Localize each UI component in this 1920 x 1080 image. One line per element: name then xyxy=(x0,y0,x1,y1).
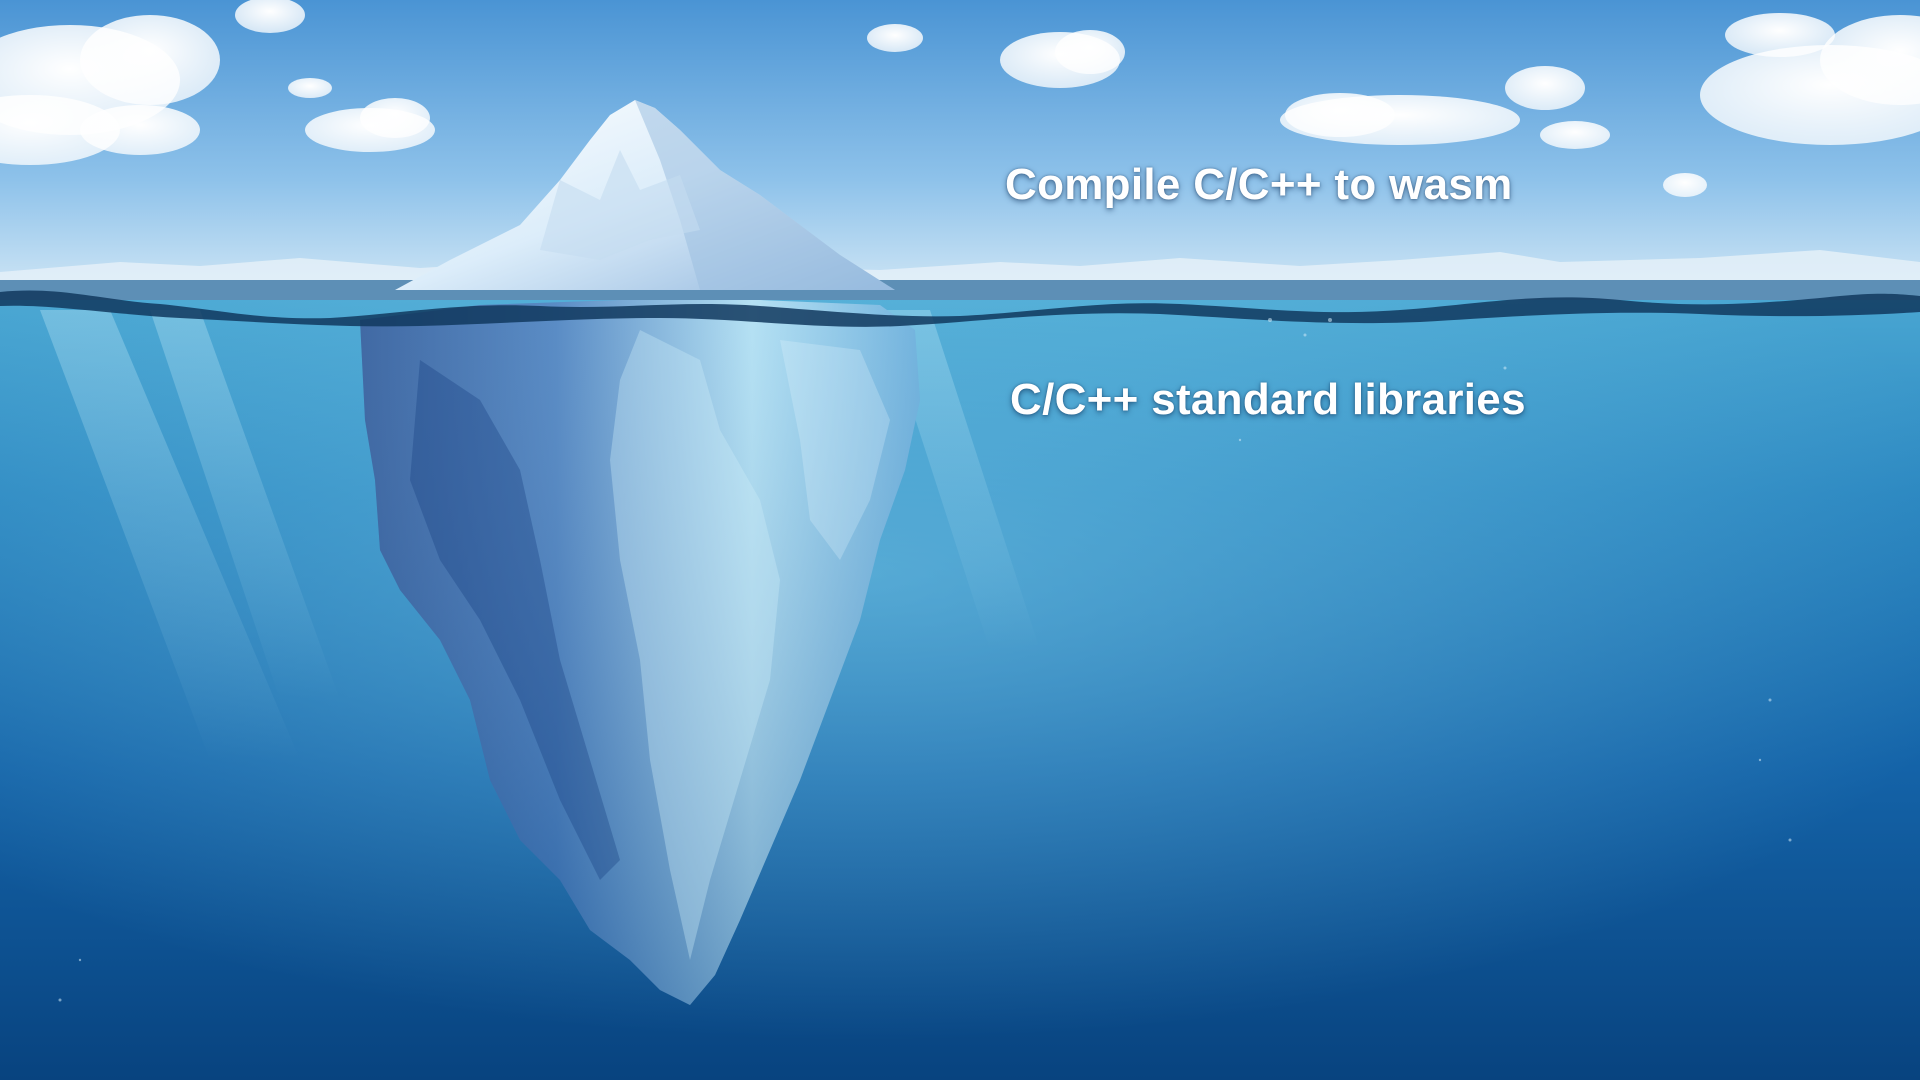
cloud-small-left xyxy=(288,78,435,152)
iceberg-submerged xyxy=(360,300,920,1005)
cloud-center xyxy=(867,24,1125,88)
clouds xyxy=(0,0,1920,197)
cloud-left xyxy=(0,0,305,165)
light-rays xyxy=(40,310,1040,760)
sky xyxy=(0,0,1920,300)
iceberg-tip xyxy=(395,100,895,290)
cloud-right-center xyxy=(1280,66,1610,149)
cloud-right xyxy=(1663,13,1920,197)
bubbles xyxy=(58,318,1792,1002)
waterline xyxy=(0,290,1920,327)
caption-below-water: C/C++ standard libraries xyxy=(1010,375,1526,424)
caption-above-water: Compile C/C++ to wasm xyxy=(1005,160,1513,209)
